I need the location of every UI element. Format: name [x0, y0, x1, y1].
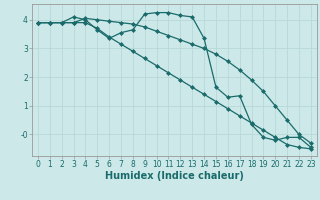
- X-axis label: Humidex (Indice chaleur): Humidex (Indice chaleur): [105, 171, 244, 181]
